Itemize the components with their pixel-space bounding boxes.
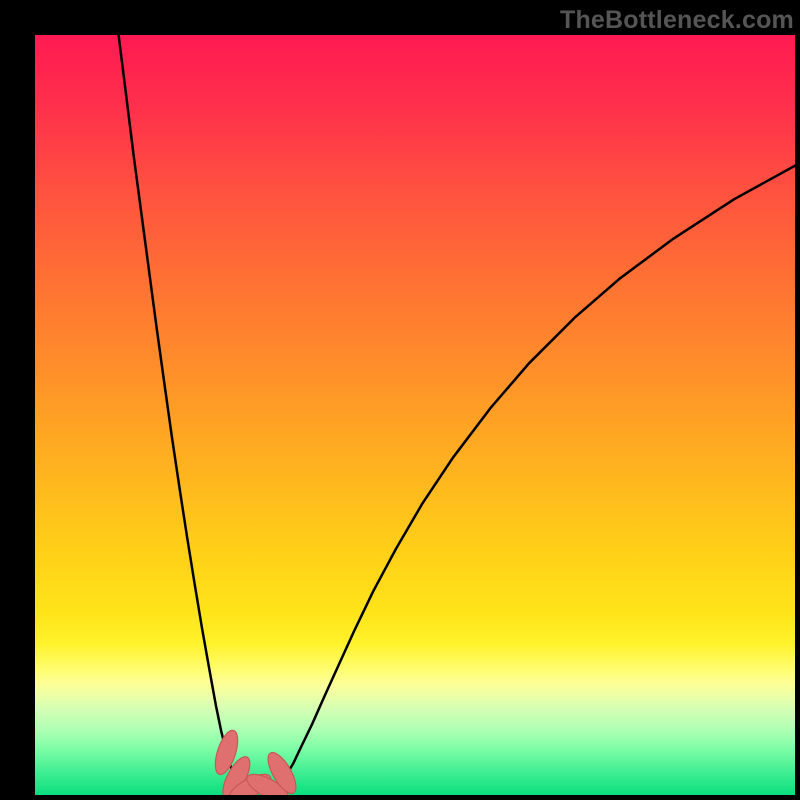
plot-overlay-svg	[35, 35, 795, 795]
figure-root: TheBottleneck.com	[0, 0, 800, 800]
watermark-text: TheBottleneck.com	[560, 6, 794, 35]
curve-left	[119, 35, 239, 784]
curve-right	[280, 166, 795, 785]
plot-frame	[35, 35, 795, 795]
